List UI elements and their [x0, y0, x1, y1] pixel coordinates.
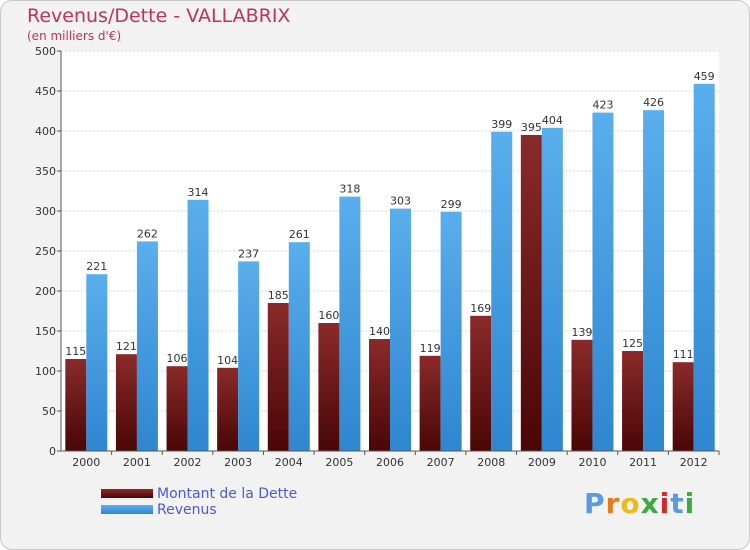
bar-debt [166, 366, 188, 451]
data-label-revenus: 303 [390, 195, 411, 208]
bar-revenus [390, 208, 411, 451]
bar-revenus [592, 112, 614, 451]
logo-letter: i [684, 487, 696, 520]
bar-revenus [136, 241, 158, 451]
x-tick-label: 2003 [224, 456, 252, 469]
data-label-debt: 104 [217, 354, 238, 367]
bar-debt [318, 323, 340, 451]
data-label-debt: 111 [673, 348, 694, 361]
y-tick-label: 400 [35, 125, 56, 138]
bar-debt [622, 351, 644, 451]
data-label-revenus: 459 [694, 70, 715, 83]
bar-debt [470, 315, 492, 451]
data-label-revenus: 399 [491, 118, 512, 131]
bar-revenus [238, 261, 260, 451]
bar-debt [419, 355, 441, 451]
bar-revenus [339, 196, 361, 451]
logo-letter: x [640, 487, 660, 520]
data-label-debt: 169 [470, 302, 491, 315]
x-tick-label: 2004 [275, 456, 303, 469]
legend-label-revenus: Revenus [157, 502, 217, 518]
x-tick-label: 2009 [528, 456, 556, 469]
bar-revenus [440, 211, 462, 451]
legend-swatch-debt [101, 489, 153, 498]
bar-revenus [693, 83, 715, 452]
y-tick-label: 50 [42, 405, 56, 418]
bar-debt [65, 359, 87, 451]
data-label-revenus: 261 [289, 228, 310, 241]
y-tick-label: 250 [35, 245, 56, 258]
axis-layer: 0 50 100 150 200 250 300 350 400 450 500 2000 2001 20… [35, 45, 720, 469]
bar-debt [267, 303, 289, 451]
bar-revenus [491, 131, 513, 452]
chart-title: Revenus/Dette - VALLABRIX [27, 5, 291, 27]
bar-revenus [86, 274, 108, 451]
bar-debt [571, 339, 593, 451]
legend-swatch-revenus [101, 505, 153, 514]
proxiti-logo: Proxiti [584, 487, 695, 520]
data-label-revenus: 426 [643, 96, 664, 109]
bar-revenus [643, 110, 665, 451]
x-tick-label: 2005 [325, 456, 353, 469]
data-label-revenus: 221 [86, 260, 107, 273]
bar-debt [217, 367, 239, 451]
bar-revenus [288, 242, 310, 451]
data-label-revenus: 404 [542, 114, 563, 127]
x-tick-label: 2006 [376, 456, 404, 469]
data-label-revenus: 314 [188, 186, 209, 199]
data-label-debt: 115 [65, 345, 86, 358]
x-tick-label: 2012 [680, 456, 708, 469]
data-label-debt: 185 [268, 289, 289, 302]
y-tick-label: 450 [35, 85, 56, 98]
logo-letter: t [670, 487, 685, 520]
logo-letter: r [605, 487, 621, 520]
x-tick-label: 2011 [629, 456, 657, 469]
data-label-debt: 395 [521, 121, 542, 134]
x-tick-label: 2001 [123, 456, 151, 469]
data-label-debt: 119 [420, 342, 441, 355]
bar-debt [520, 135, 542, 451]
y-tick-label: 150 [35, 325, 56, 338]
x-tick-label: 2010 [578, 456, 606, 469]
bar-debt [672, 362, 694, 451]
data-label-debt: 139 [571, 326, 592, 339]
bar-revenus [541, 127, 563, 452]
y-tick-label: 200 [35, 285, 56, 298]
labels-layer: 115 221 121 262 106 314 104 237 185 261 160 318 140 3… [65, 70, 714, 367]
bar-revenus [187, 199, 209, 451]
x-tick-label: 2000 [72, 456, 100, 469]
logo-letter: o [620, 487, 641, 520]
data-label-debt: 125 [622, 337, 643, 350]
y-tick-label: 100 [35, 365, 56, 378]
x-tick-label: 2002 [174, 456, 202, 469]
data-label-revenus: 262 [137, 227, 158, 240]
logo-letter: P [584, 487, 606, 520]
y-tick-label: 0 [49, 445, 56, 458]
y-tick-label: 300 [35, 205, 56, 218]
data-label-revenus: 318 [339, 183, 360, 196]
logo-letter: i [659, 487, 671, 520]
bar-debt [369, 339, 390, 451]
bars-layer [65, 83, 715, 452]
data-label-debt: 160 [318, 309, 339, 322]
x-tick-label: 2008 [477, 456, 505, 469]
data-label-debt: 121 [116, 340, 137, 353]
y-tick-label: 500 [35, 45, 56, 58]
data-label-revenus: 299 [441, 198, 462, 211]
y-tick-label: 350 [35, 165, 56, 178]
legend-label-debt: Montant de la Dette [157, 486, 298, 502]
data-label-revenus: 237 [238, 247, 259, 260]
bar-debt [115, 354, 137, 451]
x-tick-label: 2007 [427, 456, 455, 469]
data-label-debt: 106 [167, 352, 188, 365]
data-label-debt: 140 [369, 325, 390, 338]
data-label-revenus: 423 [592, 99, 613, 112]
chart-subtitle: (en milliers d'€) [27, 29, 122, 43]
